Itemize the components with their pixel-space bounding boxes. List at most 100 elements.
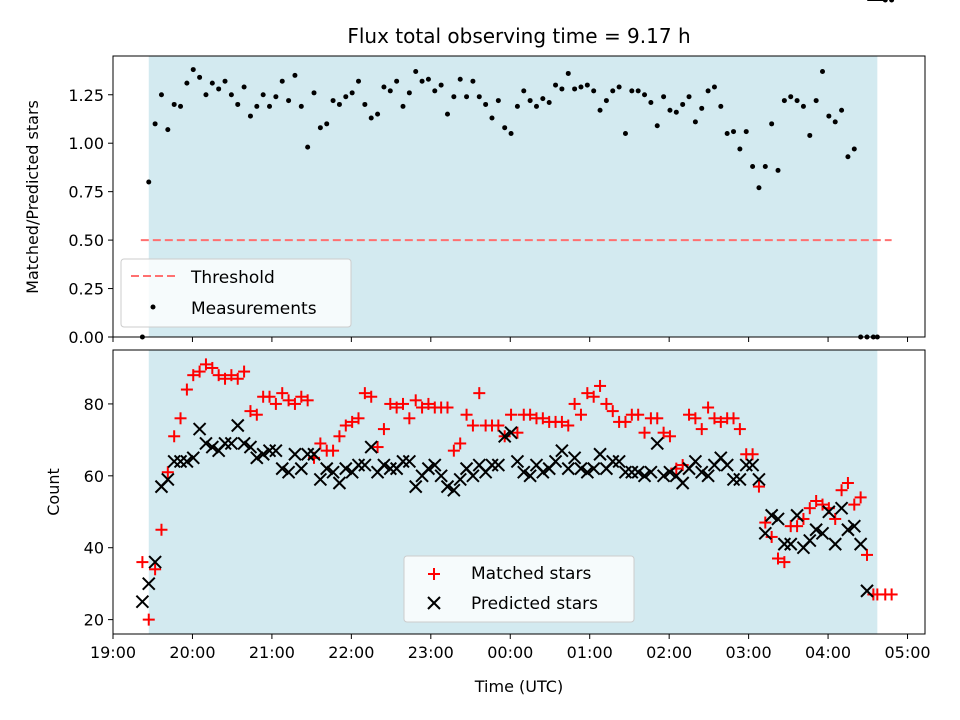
- x-tick-label: 02:00: [646, 643, 692, 662]
- predicted-star-point: [548, 454, 563, 469]
- measurement-point: [686, 94, 692, 100]
- predicted-star-point: [320, 461, 334, 476]
- predicted-star-point: [447, 483, 461, 497]
- predicted-star-point: [173, 454, 188, 469]
- measurement-point: [286, 98, 292, 104]
- measurement-point: [597, 107, 603, 113]
- matched-star-point: [447, 444, 460, 457]
- top-x-ticks: [112, 337, 909, 342]
- predicted-star-point: [695, 465, 709, 479]
- measurement-point: [158, 92, 164, 98]
- predicted-star-point: [161, 472, 175, 487]
- measurement-point: [553, 82, 559, 88]
- measurement-point: [425, 76, 431, 82]
- measurement-point: [489, 115, 495, 121]
- measurement-point: [546, 100, 552, 106]
- matched-star-point: [250, 408, 263, 421]
- top-y-axis-label: Matched/Predicted stars: [23, 100, 42, 294]
- measurement-point: [349, 90, 355, 96]
- measurement-point: [533, 103, 539, 109]
- predicted-star-point: [243, 440, 258, 454]
- measurement-point: [578, 84, 584, 90]
- matched-star-point: [727, 412, 740, 425]
- measurement-point: [845, 154, 851, 160]
- matched-star-point: [238, 365, 251, 378]
- matched-star-point: [397, 397, 409, 410]
- matched-star-point: [206, 361, 219, 374]
- predicted-star-point: [231, 418, 245, 433]
- matched-star-point: [803, 502, 816, 515]
- matched-star-point: [403, 412, 416, 425]
- matched-star-point: [365, 390, 378, 403]
- predicted-star-point: [771, 512, 785, 526]
- top-y-tick-label: 0.75: [68, 183, 104, 202]
- matched-star-point: [651, 412, 664, 425]
- legend-measurements-swatch: [150, 304, 156, 310]
- matched-star-point: [301, 394, 314, 407]
- x-tick-label: 19:00: [90, 643, 136, 662]
- bottom-legend: Matched stars Predicted stars: [403, 555, 635, 623]
- measurement-point: [705, 88, 711, 94]
- predicted-star-point: [637, 469, 652, 483]
- predicted-star-point: [574, 461, 588, 476]
- top-legend: Threshold Measurements: [120, 258, 352, 328]
- matched-star-point: [606, 405, 619, 418]
- measurement-point: [406, 90, 412, 96]
- measurement-point: [394, 78, 400, 84]
- measurement-point: [832, 119, 838, 125]
- measurement-point: [737, 146, 743, 152]
- matched-star-point: [371, 441, 384, 454]
- matched-star-point: [295, 390, 308, 403]
- measurement-point: [711, 84, 717, 90]
- matched-star-point: [810, 494, 823, 507]
- predicted-stars-series: [135, 0, 884, 609]
- measurement-point: [667, 107, 673, 113]
- predicted-star-point: [834, 501, 849, 515]
- measurement-point: [235, 101, 241, 107]
- measurement-point: [324, 121, 330, 127]
- predicted-star-point: [580, 465, 595, 479]
- predicted-star-point: [186, 451, 200, 465]
- predicted-star-point: [815, 526, 830, 541]
- measurement-point: [508, 131, 514, 137]
- matched-star-point: [492, 419, 505, 432]
- matched-star-point: [835, 484, 848, 497]
- predicted-star-point: [733, 472, 747, 487]
- measurement-point: [654, 123, 660, 129]
- matched-star-point: [225, 369, 238, 382]
- measurement-point: [635, 88, 641, 94]
- predicted-star-point: [409, 479, 423, 494]
- predicted-star-point: [402, 454, 417, 469]
- matched-star-point: [663, 430, 676, 443]
- measurement-point: [603, 98, 609, 104]
- matched-star-point: [885, 588, 898, 601]
- matched-star-point: [187, 369, 200, 382]
- measurement-point: [800, 103, 806, 109]
- predicted-star-point: [326, 465, 340, 479]
- measurement-point: [222, 78, 228, 84]
- measurement-point: [247, 113, 253, 119]
- matched-star-point: [180, 383, 193, 396]
- measurement-point: [807, 132, 813, 138]
- measurement-point: [820, 69, 826, 75]
- matched-star-point: [632, 408, 645, 421]
- matched-star-point: [441, 401, 454, 414]
- matched-star-point: [168, 430, 181, 443]
- measurement-point: [457, 76, 463, 82]
- predicted-star-point: [281, 465, 296, 479]
- predicted-star-point: [586, 461, 601, 476]
- measurement-point: [190, 67, 196, 73]
- measurement-point: [228, 92, 234, 98]
- measurement-point: [882, 0, 888, 3]
- matched-star-point: [568, 397, 581, 410]
- top-y-tick-label: 1.25: [68, 86, 104, 105]
- predicted-star-point: [784, 537, 798, 551]
- measurement-point: [432, 88, 438, 94]
- measurement-point: [642, 92, 648, 98]
- measurement-point: [464, 94, 470, 100]
- predicted-star-point: [307, 447, 321, 461]
- predicted-star-point: [269, 443, 283, 458]
- predicted-star-point: [135, 594, 150, 609]
- measurement-point: [629, 88, 635, 94]
